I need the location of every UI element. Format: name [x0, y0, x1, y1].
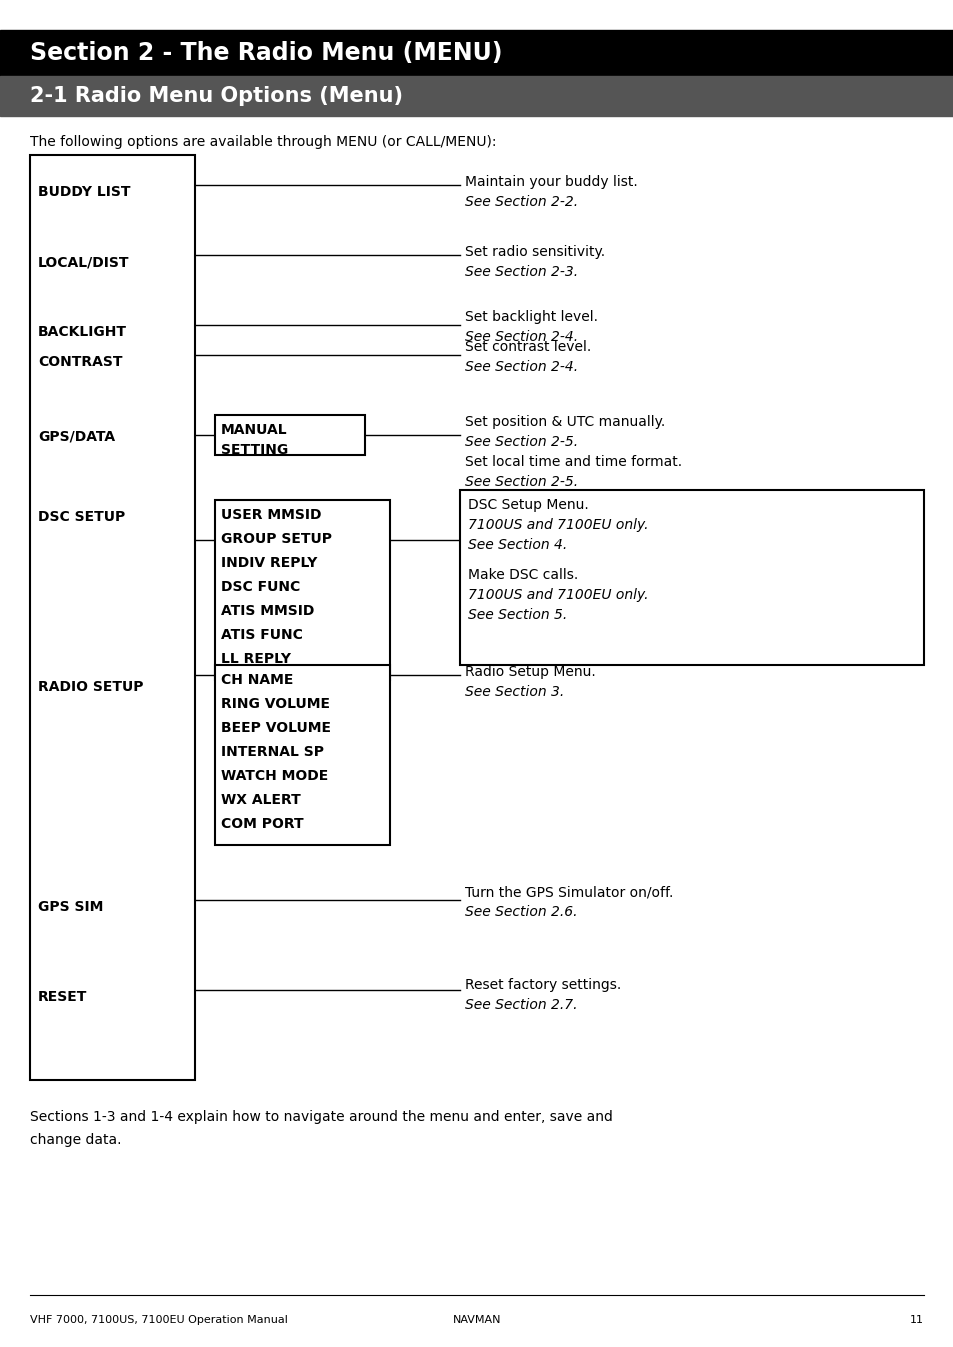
Text: INDIV REPLY: INDIV REPLY — [221, 556, 317, 570]
Text: NAVMAN: NAVMAN — [453, 1315, 500, 1325]
Text: Radio Setup Menu.: Radio Setup Menu. — [464, 665, 595, 679]
Text: 7100US and 7100EU only.: 7100US and 7100EU only. — [468, 519, 648, 532]
Text: INTERNAL SP: INTERNAL SP — [221, 745, 324, 758]
Text: BACKLIGHT: BACKLIGHT — [38, 325, 127, 339]
Text: WATCH MODE: WATCH MODE — [221, 769, 328, 783]
Text: See Section 4.: See Section 4. — [468, 537, 567, 552]
Text: MANUAL: MANUAL — [221, 423, 287, 436]
Text: Set contrast level.: Set contrast level. — [464, 339, 591, 354]
Text: Turn the GPS Simulator on/off.: Turn the GPS Simulator on/off. — [464, 885, 673, 898]
Text: WX ALERT: WX ALERT — [221, 793, 300, 807]
Text: Reset factory settings.: Reset factory settings. — [464, 978, 620, 991]
Text: See Section 2-4.: See Section 2-4. — [464, 330, 578, 343]
Text: RING VOLUME: RING VOLUME — [221, 696, 330, 711]
Text: See Section 2.7.: See Section 2.7. — [464, 998, 577, 1012]
Text: RESET: RESET — [38, 990, 88, 1004]
Text: LL REPLY: LL REPLY — [221, 652, 291, 665]
Text: DSC FUNC: DSC FUNC — [221, 581, 300, 594]
Text: ATIS MMSID: ATIS MMSID — [221, 603, 314, 618]
Bar — [30, 155, 194, 1080]
Text: Maintain your buddy list.: Maintain your buddy list. — [464, 175, 638, 189]
Bar — [0, 75, 953, 116]
Text: RADIO SETUP: RADIO SETUP — [38, 680, 143, 694]
Text: BUDDY LIST: BUDDY LIST — [38, 185, 131, 199]
Text: 7100US and 7100EU only.: 7100US and 7100EU only. — [468, 589, 648, 602]
Bar — [214, 415, 365, 455]
Text: GPS SIM: GPS SIM — [38, 900, 103, 915]
Text: See Section 2-2.: See Section 2-2. — [464, 195, 578, 209]
Text: 2-1 Radio Menu Options (Menu): 2-1 Radio Menu Options (Menu) — [30, 86, 402, 106]
Text: Section 2 - The Radio Menu (MENU): Section 2 - The Radio Menu (MENU) — [30, 40, 502, 65]
Text: VHF 7000, 7100US, 7100EU Operation Manual: VHF 7000, 7100US, 7100EU Operation Manua… — [30, 1315, 288, 1325]
Text: See Section 2-5.: See Section 2-5. — [464, 435, 578, 449]
Text: See Section 2-4.: See Section 2-4. — [464, 360, 578, 374]
Text: Set position & UTC manually.: Set position & UTC manually. — [464, 415, 664, 428]
Text: Sections 1-3 and 1-4 explain how to navigate around the menu and enter, save and: Sections 1-3 and 1-4 explain how to navi… — [30, 1110, 612, 1146]
Bar — [214, 500, 390, 680]
Text: See Section 5.: See Section 5. — [468, 607, 567, 622]
Text: GPS/DATA: GPS/DATA — [38, 430, 115, 445]
Text: See Section 2.6.: See Section 2.6. — [464, 905, 577, 919]
Text: DSC SETUP: DSC SETUP — [38, 511, 125, 524]
Text: SETTING: SETTING — [221, 443, 288, 457]
Text: LOCAL/DIST: LOCAL/DIST — [38, 255, 130, 269]
Text: Set local time and time format.: Set local time and time format. — [464, 455, 681, 469]
Text: DSC Setup Menu.: DSC Setup Menu. — [468, 498, 588, 512]
Text: ATIS FUNC: ATIS FUNC — [221, 628, 302, 643]
Text: See Section 3.: See Section 3. — [464, 686, 563, 699]
Text: 11: 11 — [909, 1315, 923, 1325]
Text: GROUP SETUP: GROUP SETUP — [221, 532, 332, 546]
Text: COM PORT: COM PORT — [221, 818, 303, 831]
Text: BEEP VOLUME: BEEP VOLUME — [221, 721, 331, 735]
Text: See Section 2-5.: See Section 2-5. — [464, 475, 578, 489]
Text: See Section 2-3.: See Section 2-3. — [464, 265, 578, 279]
Text: USER MMSID: USER MMSID — [221, 508, 321, 523]
Bar — [0, 30, 953, 75]
Text: CH NAME: CH NAME — [221, 674, 294, 687]
Text: CONTRAST: CONTRAST — [38, 356, 122, 369]
Text: Set backlight level.: Set backlight level. — [464, 310, 598, 325]
Bar — [459, 490, 923, 665]
Bar — [214, 665, 390, 845]
Text: Set radio sensitivity.: Set radio sensitivity. — [464, 245, 604, 259]
Text: The following options are available through MENU (or CALL/MENU):: The following options are available thro… — [30, 135, 496, 150]
Text: Make DSC calls.: Make DSC calls. — [468, 568, 578, 582]
